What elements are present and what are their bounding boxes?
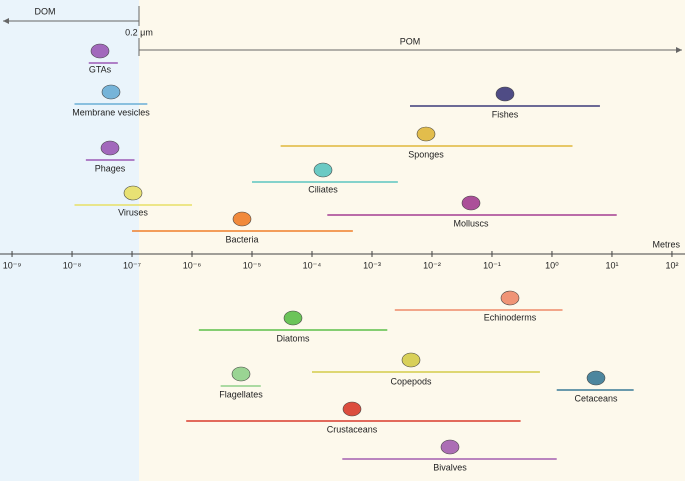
range-label: Copepods <box>390 376 432 386</box>
boundary-label: 0.2 μm <box>125 27 153 37</box>
pom-label: POM <box>400 36 421 46</box>
organism-icon <box>416 126 436 142</box>
range-label: Fishes <box>492 109 519 119</box>
x-tick-label: 10⁻⁸ <box>63 260 82 270</box>
organism-icon <box>90 43 110 59</box>
x-tick-label: 10⁻⁴ <box>303 260 322 270</box>
organism-icon <box>495 86 515 102</box>
dom-arrowhead <box>3 18 9 24</box>
organism-icon <box>586 370 606 386</box>
x-tick-label: 10⁻⁹ <box>3 260 22 270</box>
range-label: Membrane vesicles <box>72 107 150 117</box>
organism-icon <box>342 401 362 417</box>
x-tick-label: 10⁻³ <box>363 260 381 270</box>
x-axis-label: Metres <box>652 239 680 249</box>
organism-icon <box>123 185 143 201</box>
x-tick-label: 10⁻⁵ <box>243 260 262 270</box>
range-label: Bacteria <box>225 234 258 244</box>
organism-icon <box>401 352 421 368</box>
range-label: Viruses <box>118 207 148 217</box>
x-tick-label: 10¹ <box>605 260 618 270</box>
organism-icon <box>440 439 460 455</box>
pom-arrowhead <box>676 47 682 53</box>
x-tick-label: 10⁻¹ <box>483 260 501 270</box>
range-label: Flagellates <box>219 389 263 399</box>
range-label: Ciliates <box>308 184 338 194</box>
range-label: Echinoderms <box>484 312 537 322</box>
organism-icon <box>232 211 252 227</box>
x-tick-label: 10⁻⁷ <box>123 260 141 270</box>
pom-region <box>139 0 685 481</box>
dom-label: DOM <box>35 6 56 16</box>
x-tick-label: 10⁻⁶ <box>183 260 202 270</box>
range-label: Molluscs <box>453 218 489 228</box>
dom-region <box>0 0 139 481</box>
range-label: Diatoms <box>276 333 310 343</box>
range-label: Sponges <box>408 149 444 159</box>
organism-icon <box>461 195 481 211</box>
organism-icon <box>313 162 333 178</box>
organism-icon <box>100 140 120 156</box>
range-label: GTAs <box>89 64 112 74</box>
range-label: Phages <box>95 163 126 173</box>
range-label: Bivalves <box>433 462 467 472</box>
x-tick-label: 10² <box>665 260 678 270</box>
organism-icon <box>283 310 303 326</box>
organism-icon <box>231 366 251 382</box>
organism-icon <box>500 290 520 306</box>
range-label: Crustaceans <box>327 424 378 434</box>
organism-icon <box>101 84 121 100</box>
x-tick-label: 10⁻² <box>423 260 441 270</box>
range-label: Cetaceans <box>574 393 618 403</box>
x-tick-label: 10⁰ <box>545 260 559 270</box>
